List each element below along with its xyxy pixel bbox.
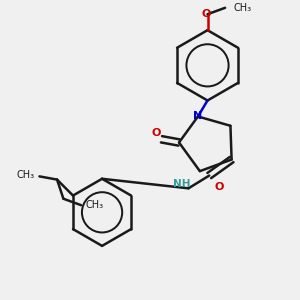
- Text: O: O: [214, 182, 224, 192]
- Text: NH: NH: [172, 179, 190, 190]
- Text: O: O: [201, 9, 211, 19]
- Text: CH₃: CH₃: [16, 170, 35, 180]
- Text: CH₃: CH₃: [86, 200, 104, 210]
- Text: O: O: [152, 128, 161, 138]
- Text: N: N: [193, 112, 203, 122]
- Text: CH₃: CH₃: [233, 3, 251, 13]
